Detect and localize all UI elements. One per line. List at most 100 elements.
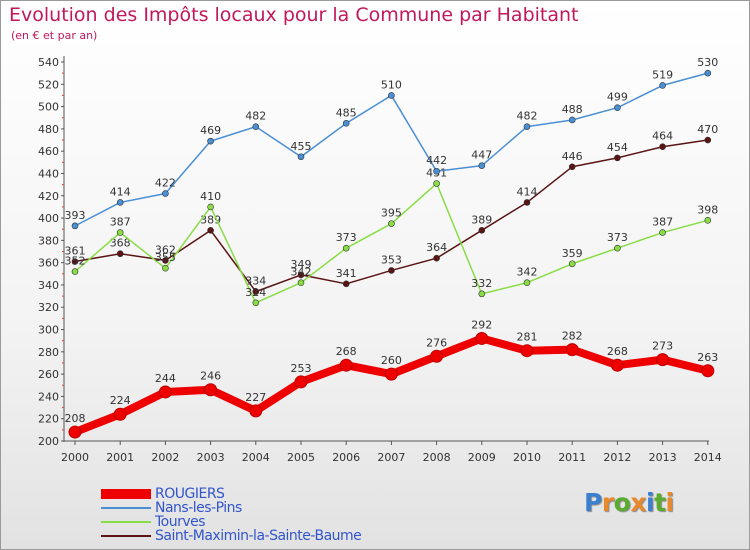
data-label-tourves: 332 bbox=[471, 277, 492, 290]
data-point-nans-les-pins bbox=[659, 82, 666, 89]
data-point-saint-maximin-la-sainte-baume bbox=[162, 257, 169, 264]
y-tick-label: 280 bbox=[38, 346, 59, 359]
data-label-saint-maximin-la-sainte-baume: 349 bbox=[291, 258, 312, 271]
data-point-rougiers bbox=[430, 349, 444, 363]
legend-swatch bbox=[101, 507, 151, 509]
data-point-tourves bbox=[252, 299, 260, 307]
data-point-saint-maximin-la-sainte-baume bbox=[478, 227, 486, 234]
data-label-nans-les-pins: 469 bbox=[200, 124, 221, 137]
data-label-rougiers: 281 bbox=[517, 331, 538, 344]
proxiti-logo: Proxiti bbox=[584, 488, 674, 517]
data-point-saint-maximin-la-sainte-baume bbox=[207, 227, 214, 234]
x-tick-label: 2004 bbox=[242, 451, 270, 464]
legend-label: Nans-les-Pins bbox=[155, 500, 242, 516]
data-point-nans-les-pins bbox=[207, 137, 214, 145]
data-label-tourves: 324 bbox=[245, 286, 266, 299]
data-label-saint-maximin-la-sainte-baume: 470 bbox=[697, 123, 718, 136]
y-tick-label: 520 bbox=[38, 78, 59, 91]
data-point-nans-les-pins bbox=[342, 120, 350, 127]
data-label-saint-maximin-la-sainte-baume: 389 bbox=[200, 213, 221, 226]
data-point-rougiers bbox=[520, 344, 534, 358]
x-tick-label: 2009 bbox=[468, 451, 496, 464]
y-tick-label: 460 bbox=[38, 145, 59, 158]
data-label-rougiers: 253 bbox=[291, 362, 312, 375]
x-tick-label: 2013 bbox=[649, 451, 677, 464]
data-point-rougiers bbox=[610, 358, 624, 372]
y-tick-label: 240 bbox=[38, 390, 59, 403]
data-label-tourves: 395 bbox=[381, 207, 402, 220]
data-label-nans-les-pins: 530 bbox=[697, 56, 718, 69]
data-label-saint-maximin-la-sainte-baume: 341 bbox=[336, 267, 357, 280]
data-point-saint-maximin-la-sainte-baume bbox=[659, 143, 666, 151]
data-label-saint-maximin-la-sainte-baume: 334 bbox=[245, 275, 266, 288]
data-label-nans-les-pins: 485 bbox=[336, 106, 357, 119]
y-tick-label: 420 bbox=[38, 190, 59, 203]
data-label-tourves: 387 bbox=[652, 216, 673, 229]
x-tick-label: 2014 bbox=[694, 451, 722, 464]
data-label-tourves: 387 bbox=[110, 216, 131, 229]
data-label-saint-maximin-la-sainte-baume: 446 bbox=[562, 150, 583, 163]
x-tick-label: 2000 bbox=[61, 451, 89, 464]
x-tick-label: 2011 bbox=[558, 451, 586, 464]
data-point-saint-maximin-la-sainte-baume bbox=[568, 163, 576, 171]
data-label-rougiers: 263 bbox=[697, 351, 718, 364]
y-tick-label: 440 bbox=[38, 167, 59, 180]
data-label-tourves: 342 bbox=[517, 266, 538, 279]
data-label-nans-les-pins: 442 bbox=[426, 154, 447, 167]
data-point-rougiers bbox=[68, 425, 82, 439]
data-point-tourves bbox=[342, 244, 350, 252]
y-tick-label: 300 bbox=[38, 324, 59, 337]
data-label-saint-maximin-la-sainte-baume: 362 bbox=[155, 243, 176, 256]
logo-letter: i bbox=[665, 488, 675, 517]
data-point-nans-les-pins bbox=[568, 116, 576, 124]
data-label-rougiers: 292 bbox=[471, 318, 492, 331]
x-tick-label: 2007 bbox=[377, 451, 405, 464]
data-label-nans-les-pins: 422 bbox=[155, 177, 176, 190]
x-tick-label: 2010 bbox=[513, 451, 541, 464]
data-label-rougiers: 208 bbox=[65, 412, 86, 425]
data-label-rougiers: 273 bbox=[652, 340, 673, 353]
data-point-nans-les-pins bbox=[433, 167, 440, 175]
legend-label: Tourves bbox=[155, 514, 206, 530]
data-point-nans-les-pins bbox=[297, 153, 305, 161]
data-point-saint-maximin-la-sainte-baume bbox=[297, 271, 305, 279]
data-point-nans-les-pins bbox=[523, 123, 531, 130]
data-label-tourves: 398 bbox=[697, 203, 718, 216]
data-label-rougiers: 282 bbox=[562, 330, 583, 343]
data-point-nans-les-pins bbox=[388, 92, 395, 99]
data-point-rougiers bbox=[294, 375, 308, 389]
x-tick-label: 2005 bbox=[287, 451, 315, 464]
data-label-tourves: 342 bbox=[291, 266, 312, 279]
data-label-nans-les-pins: 414 bbox=[110, 185, 131, 198]
data-label-saint-maximin-la-sainte-baume: 414 bbox=[517, 185, 538, 198]
data-point-saint-maximin-la-sainte-baume bbox=[704, 136, 712, 144]
legend-swatch bbox=[101, 489, 151, 499]
data-point-tourves bbox=[388, 220, 395, 227]
data-point-saint-maximin-la-sainte-baume bbox=[116, 250, 124, 258]
data-label-nans-les-pins: 488 bbox=[562, 103, 583, 116]
data-label-saint-maximin-la-sainte-baume: 364 bbox=[426, 241, 447, 254]
y-tick-label: 500 bbox=[38, 101, 59, 114]
data-point-rougiers bbox=[204, 383, 218, 397]
data-point-nans-les-pins bbox=[162, 190, 169, 197]
y-tick-label: 320 bbox=[38, 301, 59, 314]
logo-letter: P bbox=[584, 488, 602, 517]
y-tick-label: 220 bbox=[38, 413, 59, 426]
logo-letter: x bbox=[630, 488, 646, 517]
data-point-rougiers bbox=[249, 404, 263, 418]
data-label-rougiers: 246 bbox=[200, 370, 221, 383]
data-label-tourves: 359 bbox=[562, 247, 583, 260]
y-tick-label: 200 bbox=[38, 435, 59, 448]
legend-label: ROUGIERS bbox=[155, 486, 225, 502]
data-label-tourves: 352 bbox=[65, 255, 86, 268]
data-label-nans-les-pins: 482 bbox=[517, 110, 538, 123]
data-point-saint-maximin-la-sainte-baume bbox=[71, 258, 79, 265]
data-point-saint-maximin-la-sainte-baume bbox=[433, 254, 440, 262]
x-tick-label: 2006 bbox=[332, 451, 360, 464]
legend-label: Saint-Maximin-la-Sainte-Baume bbox=[155, 528, 362, 544]
data-label-nans-les-pins: 393 bbox=[65, 209, 86, 222]
data-label-nans-les-pins: 455 bbox=[291, 140, 312, 153]
logo-letter: r bbox=[601, 488, 614, 517]
data-point-rougiers bbox=[384, 367, 398, 381]
